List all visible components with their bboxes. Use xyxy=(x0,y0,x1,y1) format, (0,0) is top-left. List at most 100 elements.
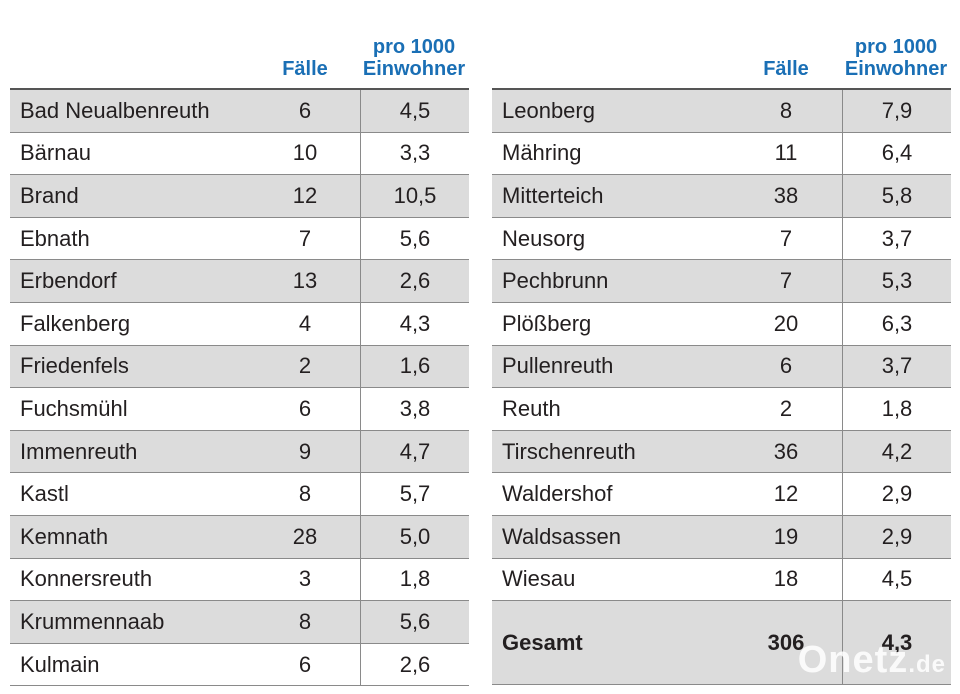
table-row: Krummennaab 8 5,6 xyxy=(10,601,469,644)
row-name: Pullenreuth xyxy=(502,353,614,379)
row-rate: 4,2 xyxy=(842,430,951,473)
row-name: Krummennaab xyxy=(20,608,165,634)
row-rate: 1,8 xyxy=(360,558,469,601)
row-cases: 8 xyxy=(298,481,312,507)
row-name: Falkenberg xyxy=(20,310,131,336)
row-rate: 7,9 xyxy=(842,90,951,132)
row-cases: 4 xyxy=(298,310,312,336)
row-cases: 6 xyxy=(779,353,793,379)
total-label: Gesamt xyxy=(502,629,583,655)
row-rate: 4,3 xyxy=(360,302,469,345)
table-row: Leonberg 8 7,9 xyxy=(492,90,951,133)
table-row: Kulmain 6 2,6 xyxy=(10,643,469,687)
row-name: Mähring xyxy=(502,140,582,166)
row-name: Kulmain xyxy=(20,651,100,677)
row-cases: 2 xyxy=(779,395,793,421)
onetz-watermark-logo: Onetz.de xyxy=(798,639,946,682)
table-row: Brand 12 10,5 xyxy=(10,175,469,218)
row-cases: 11 xyxy=(774,140,798,166)
row-rate: 4,5 xyxy=(842,558,951,601)
row-cases: 20 xyxy=(773,310,799,336)
row-rate: 2,9 xyxy=(842,473,951,515)
row-name: Kastl xyxy=(20,481,69,507)
row-name: Waldsassen xyxy=(502,523,622,549)
row-rate: 3,7 xyxy=(842,345,951,388)
row-rate: 3,8 xyxy=(360,388,469,430)
row-name: Erbendorf xyxy=(20,268,117,294)
table-row: Plößberg 20 6,3 xyxy=(492,302,951,346)
row-cases: 13 xyxy=(292,268,318,294)
row-cases: 10 xyxy=(292,140,318,166)
header-rate-line2: Einwohner xyxy=(844,58,948,80)
table-row: Kemnath 28 5,0 xyxy=(10,515,469,559)
row-rate: 4,5 xyxy=(360,90,469,132)
row-name: Bad Neualbenreuth xyxy=(20,97,210,123)
row-rate: 2,6 xyxy=(360,260,469,302)
header-rate: pro 1000 Einwohner xyxy=(842,36,950,80)
row-rate: 2,6 xyxy=(360,643,469,686)
row-name: Wiesau xyxy=(502,566,576,592)
row-rate: 5,0 xyxy=(360,515,469,558)
row-cases: 2 xyxy=(298,353,312,379)
table-left-body: Bad Neualbenreuth 6 4,5 Bärnau 10 3,3 Brand 1… xyxy=(10,88,469,687)
row-name: Ebnath xyxy=(20,225,90,251)
row-name: Brand xyxy=(20,182,79,208)
header-rate: pro 1000 Einwohner xyxy=(360,36,468,80)
row-cases: 28 xyxy=(292,523,318,549)
table-row: Falkenberg 4 4,3 xyxy=(10,302,469,346)
row-cases: 9 xyxy=(298,438,312,464)
table-row: Erbendorf 13 2,6 xyxy=(10,260,469,303)
table-row: Waldershof 12 2,9 xyxy=(492,473,951,516)
logo-tld: .de xyxy=(908,651,946,678)
row-rate: 2,9 xyxy=(842,515,951,558)
header-cases: Fälle xyxy=(282,58,328,80)
row-cases: 6 xyxy=(298,651,312,677)
logo-brand: Onetz xyxy=(797,639,909,681)
row-name: Neusorg xyxy=(502,225,586,251)
table-row: Kastl 8 5,7 xyxy=(10,473,469,516)
row-rate: 1,8 xyxy=(842,388,951,430)
row-cases: 38 xyxy=(773,182,799,208)
table-row: Immenreuth 9 4,7 xyxy=(10,430,469,474)
row-rate: 5,3 xyxy=(842,260,951,302)
table-row: Tirschenreuth 36 4,2 xyxy=(492,430,951,474)
header-cases: Fälle xyxy=(763,58,809,80)
row-rate: 1,6 xyxy=(360,345,469,388)
table-row: Ebnath 7 5,6 xyxy=(10,217,469,261)
row-name: Reuth xyxy=(502,395,561,421)
table-right: Fälle pro 1000 Einwohner Leonberg 8 7,9 Mä… xyxy=(492,0,951,686)
row-name: Friedenfels xyxy=(20,353,129,379)
row-cases: 7 xyxy=(779,225,793,251)
table-row: Waldsassen 19 2,9 xyxy=(492,515,951,559)
table-left: Fälle pro 1000 Einwohner Bad Neualbenreu… xyxy=(10,0,469,687)
table-row: Bärnau 10 3,3 xyxy=(10,132,469,176)
table-right-header: Fälle pro 1000 Einwohner xyxy=(492,0,951,88)
row-rate: 5,8 xyxy=(842,175,951,217)
header-rate-line1: pro 1000 xyxy=(854,36,938,58)
table-row: Pechbrunn 7 5,3 xyxy=(492,260,951,303)
row-rate: 3,7 xyxy=(842,217,951,260)
table-row: Friedenfels 2 1,6 xyxy=(10,345,469,389)
row-rate: 6,3 xyxy=(842,302,951,345)
row-rate: 4,7 xyxy=(360,430,469,473)
row-cases: 7 xyxy=(298,225,312,251)
table-right-body: Leonberg 8 7,9 Mähring 11 6,4 Mitterteich 38 5… xyxy=(492,88,951,686)
table-row: Neusorg 7 3,7 xyxy=(492,217,951,261)
header-rate-line1: pro 1000 xyxy=(372,36,456,58)
table-row: Bad Neualbenreuth 6 4,5 xyxy=(10,90,469,133)
row-cases: 6 xyxy=(298,97,312,123)
total-rate: 4,3 xyxy=(842,601,951,685)
total-row: Gesamt 306 4,3 xyxy=(492,601,951,686)
row-cases: 19 xyxy=(773,523,799,549)
table-row: Mitterteich 38 5,8 xyxy=(492,175,951,218)
row-cases: 18 xyxy=(773,566,799,592)
row-name: Fuchsmühl xyxy=(20,395,128,421)
row-cases: 12 xyxy=(292,182,318,208)
row-cases: 8 xyxy=(779,97,793,123)
row-name: Pechbrunn xyxy=(502,268,609,294)
row-name: Leonberg xyxy=(502,97,595,123)
row-rate: 5,7 xyxy=(360,473,469,515)
row-name: Immenreuth xyxy=(20,438,138,464)
row-name: Plößberg xyxy=(502,310,592,336)
row-name: Tirschenreuth xyxy=(502,438,636,464)
